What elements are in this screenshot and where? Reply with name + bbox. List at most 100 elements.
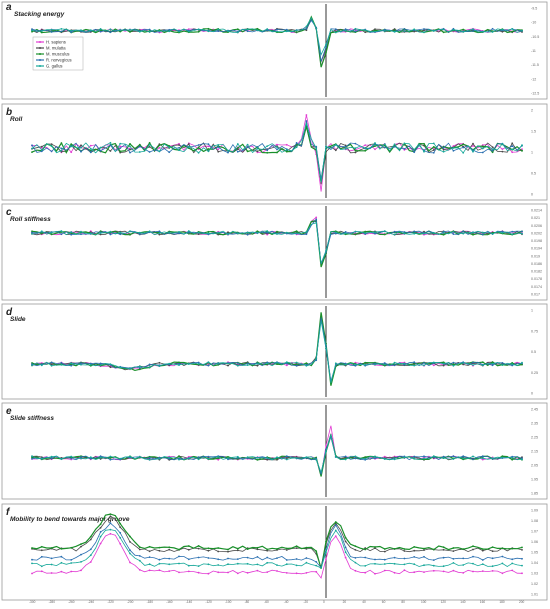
data-point (334, 231, 337, 234)
data-point (148, 143, 151, 146)
data-point (354, 363, 357, 366)
data-point (217, 362, 220, 364)
legend-marker (39, 41, 41, 43)
data-point (80, 146, 82, 149)
data-point (40, 147, 43, 149)
data-point (403, 232, 406, 235)
data-point (276, 148, 278, 151)
data-point (227, 458, 229, 461)
y-tick-label: 1.03 (531, 572, 538, 576)
data-point (246, 150, 249, 153)
data-point (403, 456, 406, 459)
data-point (236, 455, 239, 458)
data-point (305, 548, 308, 550)
data-point (60, 150, 63, 153)
data-point (60, 548, 63, 550)
data-point (364, 29, 367, 31)
data-point (266, 149, 269, 152)
data-point (148, 456, 151, 459)
data-point (119, 150, 122, 153)
data-point (197, 151, 200, 154)
data-point (236, 572, 239, 575)
data-point (246, 28, 249, 31)
data-point (472, 570, 474, 573)
data-point (295, 457, 298, 459)
data-point (119, 29, 122, 31)
data-point (197, 30, 200, 33)
y-tick-label: 0.017 (531, 293, 540, 297)
data-point (393, 458, 396, 461)
panel-frame (1, 203, 548, 301)
data-point (364, 147, 367, 150)
data-point (138, 569, 141, 571)
data-point (452, 145, 455, 147)
data-point (452, 364, 455, 367)
data-point (60, 28, 63, 30)
data-point (511, 30, 514, 33)
data-point (491, 146, 494, 149)
data-point (80, 456, 82, 458)
y-tick-label: 1.07 (531, 530, 538, 534)
data-point (364, 547, 367, 549)
x-tick-label: -220 (107, 600, 114, 604)
data-point (501, 555, 504, 558)
data-point (491, 151, 494, 154)
data-point (266, 549, 269, 552)
data-point (334, 529, 337, 532)
data-point (80, 569, 82, 572)
y-tick-label: 1.01 (531, 593, 538, 597)
data-point (50, 231, 53, 234)
data-point (89, 29, 92, 31)
data-point (295, 31, 298, 34)
data-point (276, 28, 278, 31)
data-point (236, 143, 239, 145)
data-point (207, 557, 210, 559)
data-point (452, 149, 455, 152)
x-tick-label: 140 (460, 600, 466, 604)
data-point (285, 364, 288, 367)
data-point (236, 547, 239, 550)
data-point (227, 30, 229, 33)
data-point (197, 458, 200, 461)
data-point (413, 148, 416, 151)
data-point (138, 365, 141, 368)
data-point (217, 28, 220, 31)
data-point (334, 149, 337, 152)
data-point (472, 562, 474, 565)
data-point (305, 122, 308, 125)
data-point (462, 230, 465, 233)
data-point (432, 149, 435, 152)
data-point (423, 142, 425, 145)
data-point (168, 458, 171, 460)
data-point (403, 142, 406, 145)
y-tick-label: -12.5 (531, 92, 539, 96)
data-point (31, 455, 33, 458)
data-point (217, 148, 220, 151)
data-point (452, 458, 455, 460)
y-tick-label: 0 (531, 392, 533, 396)
data-point (472, 30, 474, 32)
panel-title: Roll (10, 116, 22, 123)
data-point (217, 547, 220, 549)
data-point (521, 564, 523, 567)
data-point (364, 556, 367, 559)
data-point (70, 31, 73, 34)
data-point (168, 557, 171, 560)
data-point (197, 547, 200, 550)
data-point (374, 562, 376, 565)
data-point (60, 364, 63, 366)
data-point (325, 450, 327, 453)
data-point (334, 456, 337, 458)
data-point (197, 363, 200, 365)
data-point (80, 561, 82, 563)
y-tick-label: 1.85 (531, 492, 538, 496)
y-tick-label: 0.0194 (531, 247, 542, 251)
data-point (511, 151, 514, 154)
data-point (60, 458, 63, 461)
data-point (148, 556, 151, 558)
data-point (462, 455, 465, 457)
data-point (178, 30, 180, 33)
data-point (413, 563, 416, 566)
data-point (158, 569, 161, 572)
data-point (295, 547, 298, 549)
